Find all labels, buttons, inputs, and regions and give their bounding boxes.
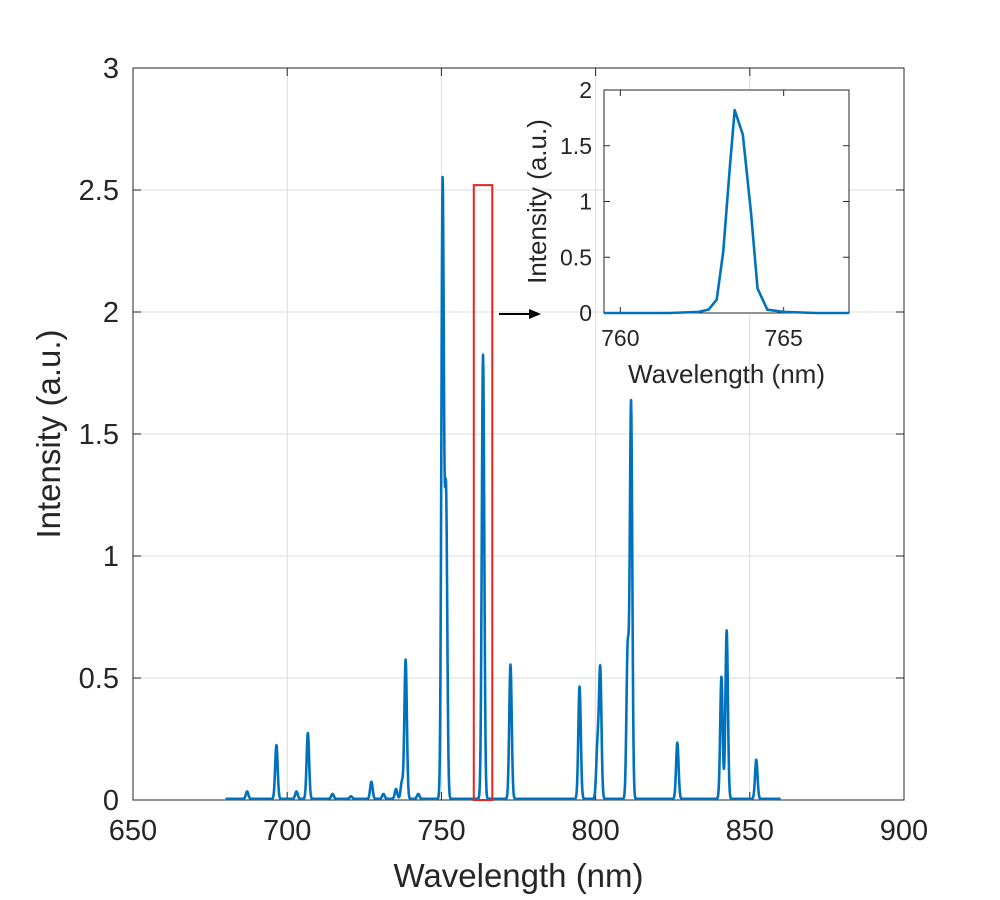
highlight-box: [472, 184, 494, 801]
main-axis-ticks: 650 700 750 800 850 900 0 0.5 1 1.5 2 2.5 3: [79, 53, 929, 847]
y-tick-label: 1.5: [79, 419, 119, 451]
inset-axis-ticks: 760 765 0 0.5 1 1.5 2: [560, 77, 849, 351]
inset-y-tick-label: 1: [579, 189, 592, 215]
x-tick-label: 650: [109, 815, 157, 847]
y-tick-label: 2: [103, 297, 119, 329]
inset-series-group: [604, 108, 849, 315]
inset-x-tick-label: 765: [764, 325, 802, 351]
main-plot: 650 700 750 800 850 900 0 0.5 1 1.5 2 2.5 3 Waveleng…: [30, 53, 928, 894]
y-tick-label: 0: [103, 785, 119, 817]
x-axis-label: Wavelength (nm): [393, 857, 643, 894]
inset-y-tick-label: 2: [579, 77, 592, 103]
inset-plot: 760 765 0 0.5 1 1.5 2 Wavelength (nm) Intensit…: [522, 77, 850, 389]
inset-x-tick-label: 760: [601, 325, 639, 351]
pointer-arrow: [499, 309, 541, 319]
x-tick-label: 750: [417, 815, 465, 847]
x-tick-label: 700: [263, 815, 311, 847]
inset-y-axis-label: Intensity (a.u.): [522, 119, 552, 284]
inset-x-axis-label: Wavelength (nm): [628, 359, 825, 389]
inset-y-tick-label: 0: [579, 300, 592, 326]
inset-peak-line: [604, 108, 849, 315]
y-tick-label: 0.5: [79, 663, 119, 695]
x-tick-label: 900: [880, 815, 928, 847]
y-tick-label: 2.5: [79, 175, 119, 207]
y-tick-label: 3: [103, 53, 119, 85]
x-tick-label: 850: [726, 815, 774, 847]
spectrum-line: [224, 175, 782, 801]
inset-y-tick-label: 1.5: [560, 133, 592, 159]
y-axis-label: Intensity (a.u.): [30, 329, 67, 538]
inset-y-tick-label: 0.5: [560, 244, 592, 270]
y-tick-label: 1: [103, 541, 119, 573]
x-tick-label: 800: [571, 815, 619, 847]
arrow-head: [529, 309, 541, 319]
main-series-group: [224, 175, 782, 801]
